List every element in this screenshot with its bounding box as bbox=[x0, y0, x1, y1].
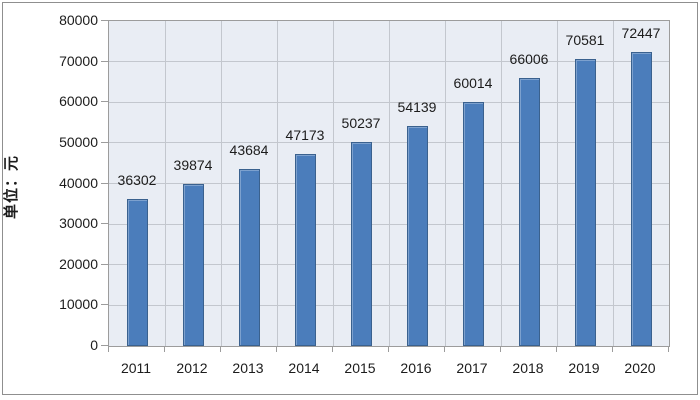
x-tick-label: 2020 bbox=[624, 360, 656, 376]
bar-value-label: 66006 bbox=[509, 50, 549, 67]
x-tick-mark bbox=[388, 346, 389, 352]
y-axis-title: 单位：元 bbox=[4, 155, 20, 220]
x-tick-mark bbox=[668, 346, 669, 352]
x-tick-mark bbox=[332, 346, 333, 352]
y-tick-label: 30000 bbox=[59, 215, 98, 232]
x-tick-mark bbox=[556, 346, 557, 352]
y-tick-label: 50000 bbox=[59, 133, 98, 150]
y-tick-label: 60000 bbox=[59, 93, 98, 110]
y-tick-mark bbox=[101, 20, 108, 21]
bar-2020 bbox=[630, 51, 652, 346]
x-tick-label: 2014 bbox=[288, 360, 320, 376]
x-tick-label: 2012 bbox=[176, 360, 208, 376]
bar-2011 bbox=[126, 198, 148, 346]
bar-2012 bbox=[182, 184, 204, 346]
plot-area: 36302 39874 43684 47173 50237 54139 60014 66006… bbox=[108, 20, 670, 347]
vertical-gridline bbox=[444, 21, 446, 346]
vertical-gridline bbox=[612, 21, 614, 346]
x-tick-mark bbox=[220, 346, 221, 352]
x-tick-label: 2016 bbox=[400, 360, 432, 376]
vertical-gridline bbox=[556, 21, 558, 346]
bar-value-label: 36302 bbox=[117, 171, 157, 188]
y-tick-mark bbox=[101, 182, 108, 184]
x-tick-mark bbox=[108, 346, 109, 352]
bar-2015 bbox=[350, 141, 372, 346]
y-tick-mark bbox=[101, 141, 108, 143]
bar-2014 bbox=[294, 154, 316, 346]
x-tick-mark bbox=[500, 346, 501, 352]
y-tick-label: 40000 bbox=[59, 174, 98, 191]
y-tick-label: 70000 bbox=[59, 52, 98, 69]
y-tick-mark bbox=[101, 223, 108, 225]
x-tick-mark bbox=[444, 346, 445, 352]
y-tick-mark bbox=[101, 345, 108, 346]
x-tick-mark bbox=[276, 346, 277, 352]
y-tick-mark bbox=[101, 101, 108, 103]
x-tick-label: 2017 bbox=[456, 360, 488, 376]
x-tick-mark bbox=[612, 346, 613, 352]
vertical-gridline bbox=[164, 21, 166, 346]
x-tick-label: 2013 bbox=[232, 360, 264, 376]
bar-2016 bbox=[406, 126, 428, 346]
y-tick-mark bbox=[101, 304, 108, 306]
vertical-gridline bbox=[276, 21, 278, 346]
bar-value-label: 43684 bbox=[229, 141, 269, 158]
vertical-gridline bbox=[220, 21, 222, 346]
bar-2017 bbox=[462, 102, 484, 346]
bar-2013 bbox=[238, 168, 260, 346]
x-tick-label: 2011 bbox=[120, 360, 152, 376]
bar-value-label: 54139 bbox=[397, 99, 437, 116]
bar-value-label: 50237 bbox=[341, 114, 381, 131]
bar-value-label: 60014 bbox=[453, 75, 493, 92]
y-tick-label: 10000 bbox=[59, 296, 98, 313]
vertical-gridline bbox=[500, 21, 502, 346]
bar-value-label: 47173 bbox=[285, 127, 325, 144]
vertical-gridline bbox=[332, 21, 334, 346]
bar-2019 bbox=[574, 59, 596, 346]
y-tick-label: 20000 bbox=[59, 255, 98, 272]
bar-value-label: 70581 bbox=[565, 32, 605, 49]
vertical-gridline bbox=[388, 21, 390, 346]
y-tick-label: 0 bbox=[90, 337, 98, 353]
x-tick-label: 2015 bbox=[344, 360, 376, 376]
y-tick-mark bbox=[101, 263, 108, 265]
bar-value-label: 72447 bbox=[621, 24, 661, 41]
y-tick-label: 80000 bbox=[59, 12, 98, 28]
y-tick-mark bbox=[101, 60, 108, 62]
bar-value-label: 39874 bbox=[173, 157, 213, 174]
x-tick-mark bbox=[164, 346, 165, 352]
bar-2018 bbox=[518, 77, 540, 346]
x-tick-label: 2018 bbox=[512, 360, 544, 376]
x-tick-label: 2019 bbox=[568, 360, 600, 376]
